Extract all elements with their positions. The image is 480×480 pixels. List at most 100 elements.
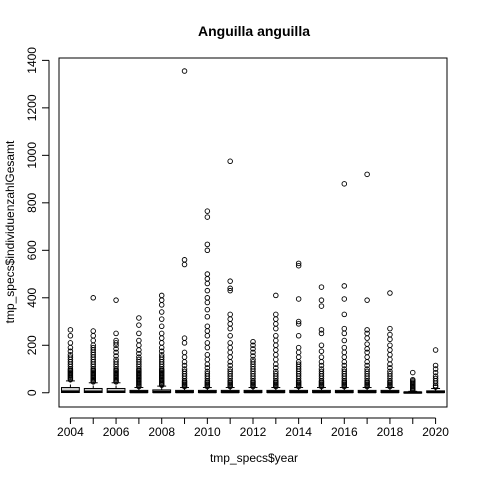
outlier-point [318, 303, 325, 309]
x-tick-label: 2008 [148, 425, 175, 439]
outlier-point [181, 68, 188, 74]
outlier-point [318, 297, 325, 303]
outlier-point [158, 348, 165, 354]
outlier-point [67, 348, 74, 354]
outlier-point [273, 356, 279, 363]
outlier-point [158, 316, 165, 322]
outlier-point [204, 365, 211, 371]
outlier-point [432, 362, 439, 369]
outlier-point [136, 337, 142, 344]
outlier-point [181, 362, 188, 369]
outlier-point [295, 321, 302, 327]
box-2017 [357, 171, 377, 394]
outlier-point [250, 342, 256, 349]
outlier-point [90, 328, 96, 334]
outlier-point [410, 369, 416, 376]
outlier-point [67, 327, 74, 333]
box-2018 [380, 290, 400, 394]
outlier-point [318, 359, 325, 365]
outlier-point [227, 158, 233, 165]
outlier-point [318, 342, 325, 349]
y-tick-label: 1200 [25, 94, 39, 121]
outlier-point [273, 361, 279, 368]
box-2020 [426, 347, 445, 394]
outlier-point [273, 365, 279, 371]
outlier-point [364, 335, 370, 341]
outlier-point [364, 359, 370, 365]
outlier-point [158, 382, 165, 388]
box-2015 [312, 284, 331, 394]
outlier-point [227, 349, 233, 356]
x-axis-label: tmp_specs$year [210, 451, 298, 465]
y-tick-label: 600 [25, 240, 39, 260]
outlier-point [341, 354, 348, 360]
outlier-point [318, 330, 325, 337]
x-tick-label: 2006 [103, 425, 130, 439]
box-2006 [106, 297, 126, 394]
outlier-point [318, 362, 325, 369]
outlier-point [387, 361, 393, 368]
outlier-point [432, 384, 439, 390]
outlier-point [341, 296, 348, 302]
outlier-point [318, 354, 325, 360]
outlier-point [204, 361, 211, 368]
outlier-point [387, 325, 393, 332]
plot-frame [58, 57, 448, 408]
boxes-layer [61, 68, 445, 394]
outlier-point [364, 341, 370, 347]
outlier-point [341, 337, 348, 344]
outlier-point [432, 369, 439, 376]
box-2004 [61, 327, 80, 394]
outlier-point [204, 287, 211, 294]
outlier-point [273, 347, 279, 353]
y-tick-label: 400 [25, 287, 39, 307]
outlier-point [158, 330, 165, 337]
y-tick-label: 0 [25, 389, 39, 396]
outlier-point [295, 262, 302, 269]
outlier-point [227, 321, 233, 327]
y-axis: 0 200 400 600 800 1000 1200 1400 [25, 47, 50, 396]
outlier-point [136, 350, 142, 357]
outlier-point [158, 302, 165, 308]
outlier-point [136, 315, 142, 321]
outlier-point [204, 340, 211, 346]
outlier-point [113, 346, 119, 352]
outlier-point [273, 311, 279, 318]
outlier-point [181, 340, 188, 346]
outlier-point [204, 299, 211, 306]
x-axis: 2004 2006 2008 2010 2012 2014 2016 2018 2020 [57, 417, 449, 439]
outlier-point [341, 362, 348, 369]
outlier-point [158, 323, 165, 330]
outlier-point [90, 333, 96, 339]
outlier-point [204, 333, 211, 339]
outlier-point [181, 261, 188, 268]
outlier-point [227, 316, 233, 322]
outlier-point [158, 340, 165, 346]
outlier-point [227, 383, 233, 390]
x-tick-label: 2020 [422, 425, 449, 439]
outlier-point [204, 383, 211, 390]
outlier-point [295, 260, 302, 267]
outlier-point [158, 297, 165, 303]
outlier-point [181, 257, 188, 263]
outlier-point [204, 247, 211, 254]
outlier-point [67, 333, 74, 339]
outlier-point [227, 287, 233, 294]
outlier-point [318, 348, 325, 354]
outlier-point [136, 342, 142, 349]
outlier-point [364, 354, 370, 360]
outlier-point [113, 330, 119, 337]
outlier-point [181, 349, 188, 356]
outlier-point [432, 366, 439, 372]
outlier-point [295, 349, 302, 356]
outlier-point [295, 333, 302, 339]
outlier-point [136, 347, 142, 353]
y-tick-label: 200 [25, 335, 39, 355]
outlier-point [90, 295, 96, 301]
outlier-point [158, 344, 165, 351]
y-axis-label: tmp_specs$individuenzahlGesamt [3, 140, 17, 323]
outlier-point [341, 330, 348, 337]
y-tick-label: 1000 [25, 142, 39, 169]
outlier-point [227, 362, 233, 369]
outlier-point [227, 359, 233, 365]
